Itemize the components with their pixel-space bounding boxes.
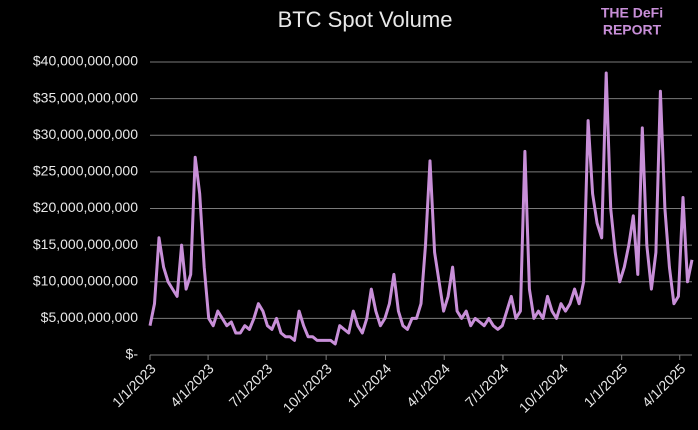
y-tick-label: $40,000,000,000 — [33, 53, 138, 69]
logo-line: THE DeFi — [601, 5, 663, 21]
x-tick-label: 1/1/2024 — [344, 360, 394, 410]
y-tick-label: $- — [126, 346, 139, 362]
x-tick-label: 1/1/2023 — [109, 360, 159, 410]
chart-title: BTC Spot Volume — [278, 7, 453, 32]
data-line — [148, 71, 694, 346]
x-tick-label: 10/1/2024 — [516, 360, 572, 416]
y-tick-label: $30,000,000,000 — [33, 126, 138, 142]
y-tick-label: $35,000,000,000 — [33, 89, 138, 105]
y-tick-label: $20,000,000,000 — [33, 199, 138, 215]
x-tick-label: 1/1/2025 — [581, 360, 631, 410]
y-tick-label: $25,000,000,000 — [33, 163, 138, 179]
x-tick-label: 7/1/2023 — [226, 360, 276, 410]
x-tick-label: 4/1/2023 — [167, 360, 217, 410]
y-tick-label: $5,000,000,000 — [41, 309, 139, 325]
y-tick-label: $10,000,000,000 — [33, 272, 138, 288]
x-tick-label: 7/1/2024 — [462, 360, 512, 410]
y-tick-label: $15,000,000,000 — [33, 236, 138, 252]
logo-line: REPORT — [603, 22, 662, 38]
x-tick-label: 4/1/2025 — [639, 360, 689, 410]
x-tick-label: 4/1/2024 — [403, 360, 453, 410]
x-tick-label: 10/1/2023 — [280, 360, 336, 416]
